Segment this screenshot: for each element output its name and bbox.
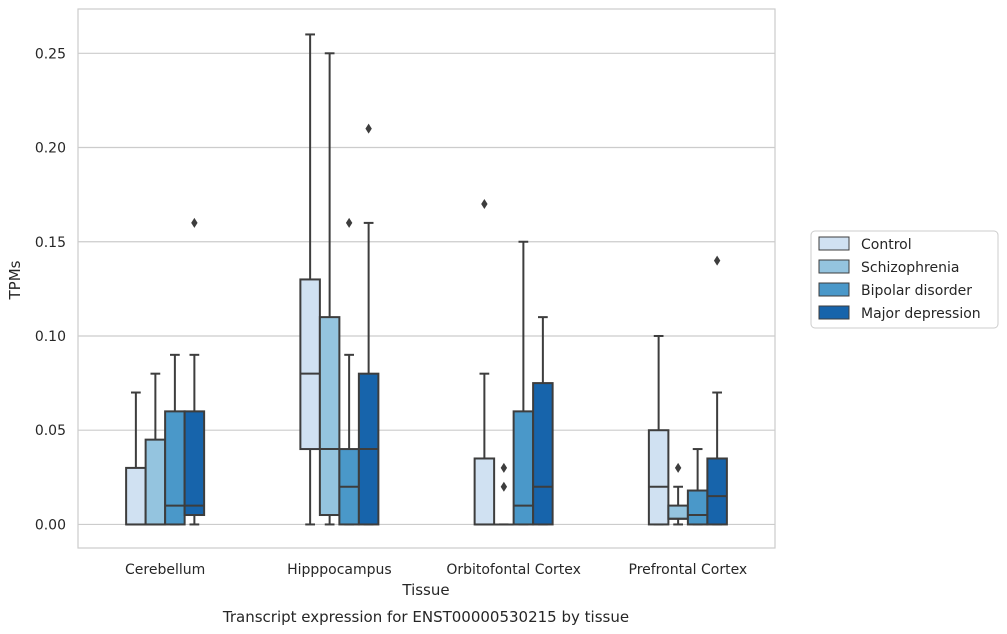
outlier-point: [365, 123, 372, 134]
y-axis: 0.00 0.05 0.10 0.15 0.20 0.25: [35, 46, 66, 533]
y-tick-label: 0.15: [35, 235, 66, 251]
box-schizophrenia: [667, 462, 689, 526]
legend-item: Major depression: [818, 305, 981, 322]
y-axis-label: TPMs: [6, 260, 24, 300]
legend-item: Bipolar disorder: [818, 282, 972, 299]
box-body: [686, 489, 709, 526]
outlier-point: [674, 462, 682, 473]
box-bipolar-disorder: [164, 353, 186, 526]
box-body: [473, 457, 496, 526]
legend-swatch: [818, 305, 850, 320]
legend-swatch: [818, 236, 850, 251]
outlier-point: [500, 462, 508, 473]
box-body: [667, 504, 689, 520]
box-schizophrenia: [494, 462, 514, 526]
legend-frame: [810, 230, 999, 329]
box-control: [125, 391, 147, 526]
box-bipolar-disorder: [512, 240, 535, 526]
legend-swatch: [818, 259, 850, 274]
box-body: [706, 457, 728, 526]
legend-item: Control: [818, 236, 912, 253]
legend-label: Control: [861, 237, 912, 253]
outlier-point: [345, 217, 353, 228]
box-bipolar-disorder: [338, 217, 360, 526]
y-tick-label: 0.20: [35, 141, 66, 157]
x-axis-label: Tissue: [401, 581, 449, 599]
x-tick-label: Cerebellum: [125, 562, 205, 578]
x-tick-label: Orbitofontal Cortex: [446, 562, 581, 578]
box-body: [299, 278, 321, 451]
legend-swatch: [818, 282, 850, 297]
x-axis: Cerebellum Hipppocampus Orbitofontal Corte…: [125, 562, 747, 578]
box-schizophrenia: [144, 372, 167, 526]
outlier-point: [481, 199, 488, 210]
x-tick-label: Prefrontal Cortex: [629, 562, 748, 578]
box-body: [144, 438, 167, 526]
legend-label: Schizophrenia: [861, 260, 959, 276]
legend-item: Schizophrenia: [818, 259, 959, 276]
plot-area: [125, 33, 728, 526]
y-tick-label: 0.25: [35, 46, 66, 62]
box-body: [164, 410, 186, 526]
x-tick-label: Hipppocampus: [287, 562, 392, 578]
box-major-depression: [532, 316, 554, 526]
box-body: [647, 429, 670, 526]
box-control: [647, 334, 670, 526]
outlier-point: [500, 481, 508, 492]
outlier-point: [713, 255, 721, 266]
plot-frame: [77, 8, 776, 549]
box-major-depression: [183, 217, 206, 526]
box-control: [299, 33, 321, 526]
box-major-depression: [357, 123, 380, 526]
y-tick-label: 0.00: [35, 517, 66, 533]
legend: Control Schizophrenia Bipolar disorder Majo…: [810, 230, 999, 329]
box-body: [512, 410, 535, 526]
legend-label: Major depression: [861, 306, 981, 322]
outlier-point: [191, 217, 198, 228]
box-control: [473, 199, 496, 526]
box-major-depression: [706, 255, 728, 526]
box-bipolar-disorder: [686, 448, 709, 526]
y-tick-label: 0.10: [35, 329, 66, 345]
legend-label: Bipolar disorder: [861, 283, 972, 299]
chart-caption: Transcript expression for ENST0000053021…: [222, 608, 629, 626]
box-body: [183, 410, 206, 517]
y-tick-label: 0.05: [35, 423, 66, 439]
box-schizophrenia: [318, 52, 341, 526]
box-body: [125, 466, 147, 526]
box-body: [532, 382, 554, 526]
box-body: [318, 316, 341, 517]
